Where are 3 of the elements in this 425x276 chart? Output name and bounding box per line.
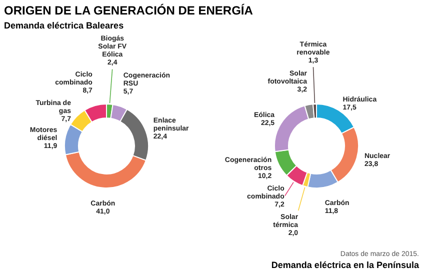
chart-title: ORIGEN DE LA GENERACIÓN DE ENERGÍA [4,4,254,18]
text: Demanda eléctrica en la Península [271,260,420,270]
chart-subtitle: Demanda eléctrica Baleares [4,20,124,31]
